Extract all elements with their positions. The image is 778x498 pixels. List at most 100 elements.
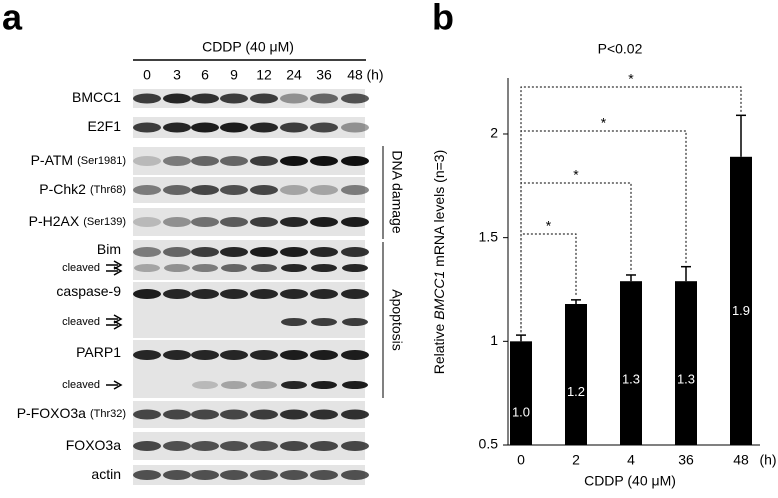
- band: [133, 217, 161, 227]
- protein-name: P-H2AX: [29, 213, 80, 229]
- cleaved-label: cleaved: [62, 379, 100, 391]
- x-tick-label: 0: [517, 452, 525, 468]
- band: [311, 381, 337, 389]
- chart-title: P<0.02: [598, 41, 643, 57]
- band: [133, 247, 161, 257]
- time-label: 6: [201, 67, 209, 83]
- band: [310, 185, 338, 195]
- band: [280, 185, 308, 195]
- time-unit: (h): [366, 67, 383, 83]
- x-tick-label: 48: [733, 452, 749, 468]
- protein-name: PARP1: [76, 344, 121, 360]
- band: [191, 156, 219, 166]
- band: [250, 185, 278, 195]
- band: [281, 318, 307, 326]
- band: [191, 122, 219, 133]
- band: [280, 247, 308, 257]
- band: [220, 156, 248, 166]
- y-axis-label: Relative BMCC1 mRNA levels (n=3): [431, 150, 447, 374]
- row-label: P-ATM (Ser1981): [31, 152, 126, 168]
- band: [250, 409, 278, 420]
- x-tick-label: 2: [572, 452, 580, 468]
- band: [163, 93, 191, 104]
- row-label: Bim: [97, 241, 121, 257]
- time-label: 12: [256, 67, 272, 83]
- band: [310, 350, 338, 360]
- time-label: 48: [347, 67, 363, 83]
- band: [250, 93, 278, 104]
- band: [133, 350, 161, 360]
- protein-name: E2F1: [88, 118, 122, 134]
- band: [281, 381, 307, 389]
- time-label: 0: [143, 67, 151, 83]
- protein-name: P-FOXO3a: [17, 405, 86, 421]
- y-tick-label: 2: [490, 125, 498, 141]
- band: [251, 264, 277, 272]
- band: [163, 350, 191, 360]
- value-label: 1.3: [677, 371, 695, 386]
- band: [341, 156, 369, 166]
- y-label-part: mRNA levels (n=3): [431, 150, 447, 267]
- band: [191, 350, 219, 360]
- y-tick-label: 0.5: [479, 436, 499, 452]
- band: [163, 156, 191, 166]
- band: [310, 441, 338, 451]
- band: [163, 470, 191, 480]
- band: [251, 381, 277, 389]
- site-label: (Ser1981): [77, 155, 126, 167]
- band: [163, 289, 191, 299]
- significance-label: *: [573, 167, 579, 183]
- row-label: actin: [91, 466, 121, 482]
- row-label: P-FOXO3a (Thr32): [17, 405, 126, 421]
- band: [163, 122, 191, 133]
- y-tick-label: 1.5: [479, 228, 499, 244]
- x-axis-label: CDDP (40 μM): [584, 473, 676, 489]
- row-label: BMCC1: [72, 89, 121, 105]
- band: [310, 470, 338, 480]
- band: [221, 264, 247, 272]
- band: [311, 264, 337, 272]
- band: [280, 350, 308, 360]
- row-label: P-H2AX (Ser139): [29, 213, 126, 229]
- band: [220, 122, 248, 133]
- band: [220, 93, 248, 104]
- band: [311, 318, 337, 326]
- band: [310, 247, 338, 257]
- band: [191, 470, 219, 480]
- blot: [133, 465, 365, 485]
- band: [281, 264, 307, 272]
- significance-label: *: [601, 115, 607, 131]
- band: [280, 470, 308, 480]
- band: [341, 409, 369, 420]
- band: [191, 93, 219, 104]
- band: [342, 264, 368, 272]
- band: [280, 122, 308, 133]
- band: [220, 350, 248, 360]
- band: [280, 409, 308, 420]
- time-label: 24: [286, 67, 302, 83]
- bar: [565, 304, 587, 445]
- blot: [133, 89, 365, 108]
- treatment-label: CDDP (40 μM): [202, 39, 294, 55]
- blot: [133, 240, 365, 280]
- band: [220, 247, 248, 257]
- row-label: E2F1: [88, 118, 122, 134]
- band: [191, 185, 219, 195]
- value-label: 1.0: [512, 404, 530, 419]
- band: [133, 122, 161, 133]
- value-label: 1.9: [732, 303, 750, 318]
- x-tick-label: 4: [627, 452, 635, 468]
- row-label: FOXO3a: [66, 437, 121, 453]
- band: [220, 217, 248, 227]
- band: [341, 441, 369, 451]
- site-label: (Thr32): [90, 408, 126, 420]
- band: [310, 122, 338, 133]
- y-label-part: BMCC1: [431, 271, 447, 320]
- band: [342, 318, 368, 326]
- significance-label: *: [546, 218, 552, 234]
- protein-name: actin: [91, 466, 121, 482]
- site-label: (Thr68): [90, 184, 126, 196]
- bar: [675, 281, 697, 445]
- band: [341, 289, 369, 299]
- band: [341, 247, 369, 257]
